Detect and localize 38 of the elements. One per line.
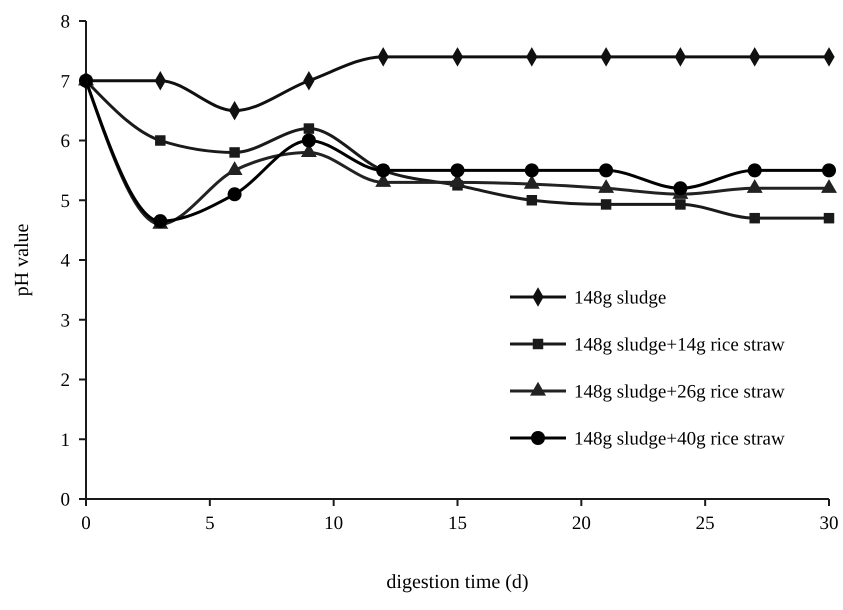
- point: [304, 123, 314, 134]
- y-tick-label: 3: [60, 310, 70, 332]
- y-tick-label: 2: [60, 370, 70, 392]
- point: [748, 163, 762, 178]
- y-tick-label: 0: [60, 490, 70, 511]
- point: [822, 163, 836, 178]
- y-tick-label: 5: [60, 190, 70, 212]
- legend-label: 148g sludge+26g rice straw: [574, 382, 785, 403]
- point: [524, 163, 539, 178]
- y-tick-label: 7: [60, 71, 70, 92]
- x-tick-label: 10: [324, 513, 344, 534]
- point: [749, 212, 760, 224]
- x-tick-label: 20: [572, 513, 591, 534]
- x-axis-title: digestion time (d): [386, 571, 529, 593]
- point: [302, 134, 316, 148]
- point: [155, 135, 166, 146]
- point: [526, 195, 538, 206]
- y-axis-title: pH value: [11, 224, 33, 296]
- point: [229, 147, 240, 158]
- x-tick-label: 15: [448, 513, 467, 534]
- x-tick-label: 0: [81, 513, 91, 534]
- point: [599, 163, 614, 178]
- legend-label: 148g sludge+40g rice straw: [574, 428, 785, 450]
- point: [228, 187, 242, 202]
- x-tick-label: 5: [205, 513, 215, 534]
- y-tick-label: 1: [60, 430, 70, 451]
- point: [673, 181, 688, 196]
- y-tick-label: 6: [60, 131, 70, 152]
- y-tick-label: 4: [60, 250, 70, 272]
- point: [600, 199, 612, 210]
- x-tick-label: 25: [696, 513, 715, 534]
- point: [675, 199, 686, 210]
- x-tick-label: 30: [820, 513, 838, 534]
- legend-label: 148g sludge+14g rice straw: [574, 334, 785, 356]
- legend-label: 148g sludge: [574, 288, 666, 309]
- y-tick-label: 8: [60, 12, 70, 33]
- point: [824, 212, 834, 224]
- point: [450, 163, 464, 178]
